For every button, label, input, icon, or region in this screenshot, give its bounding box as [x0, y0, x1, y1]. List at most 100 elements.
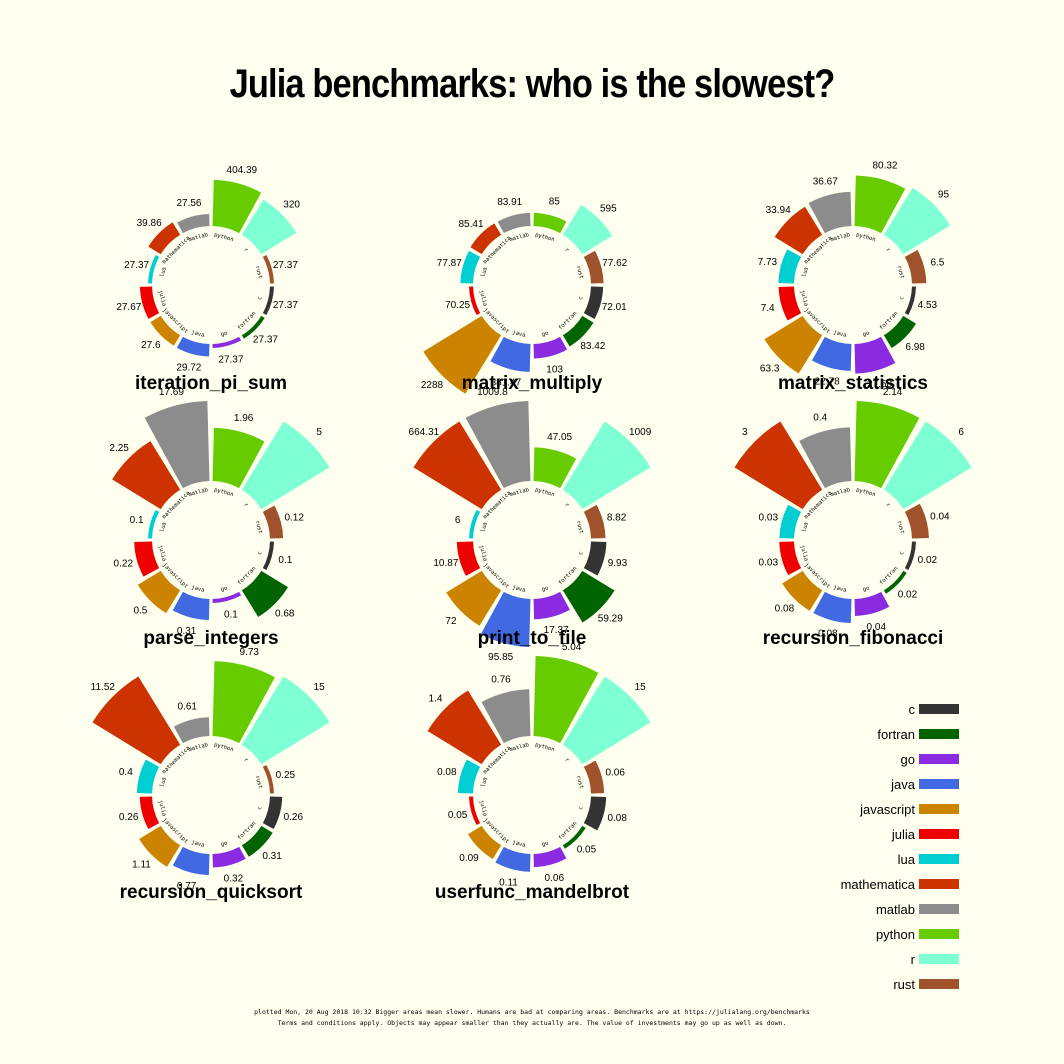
legend-label-fortran: fortran	[877, 727, 915, 742]
value-label-julia: 0.26	[119, 812, 139, 823]
ring-label-python: python	[213, 487, 234, 498]
bar-matrix_statistics-javascript	[764, 315, 823, 374]
bar-print_to_file-mathematica	[413, 421, 502, 510]
ring-label-lua: lua	[480, 267, 488, 278]
value-label-matlab: 83.91	[497, 197, 522, 208]
bar-recursion_fibonacci-javascript	[782, 570, 823, 611]
ring-label-python: python	[855, 232, 876, 243]
bar-recursion_fibonacci-fortran	[883, 570, 907, 594]
value-label-c: 27.37	[273, 300, 298, 311]
legend-swatch-mathematica	[919, 879, 959, 889]
value-label-lua: 6	[455, 515, 461, 526]
value-label-lua: 7.73	[758, 257, 778, 268]
ring-label-java: java	[512, 585, 526, 594]
value-label-python: 2.14	[883, 387, 903, 398]
legend-swatch-julia	[919, 829, 959, 839]
ring-label-matlab: matlab	[188, 742, 209, 753]
footnote-line-2: Terms and conditions apply. Objects may …	[277, 1019, 787, 1027]
legend-swatch-c	[919, 704, 959, 714]
value-label-c: 0.1	[278, 555, 292, 566]
ring-label-python: python	[534, 232, 555, 243]
value-label-fortran: 6.98	[905, 342, 925, 353]
bar-parse_integers-matlab	[144, 401, 210, 489]
value-label-go: 0.1	[224, 609, 238, 620]
ring-label-go: go	[541, 841, 549, 849]
bar-matrix_multiply-julia	[469, 286, 481, 316]
legend-label-julia: julia	[891, 827, 916, 842]
ring-label-python: python	[534, 487, 555, 498]
bar-matrix_statistics-r	[883, 187, 951, 255]
value-label-r: 1009	[629, 427, 652, 438]
value-label-lua: 0.08	[437, 767, 457, 778]
ring-label-c: c	[578, 296, 585, 301]
chart-title: userfunc_mandelbrot	[435, 882, 630, 903]
ring-label-r: r	[884, 502, 891, 509]
legend-swatch-lua	[919, 854, 959, 864]
legend-label-c: c	[909, 702, 916, 717]
ring-label-lua: lua	[480, 777, 488, 788]
value-label-julia: 7.4	[761, 303, 775, 314]
ring-label-java: java	[833, 585, 847, 594]
ring-label-matlab: matlab	[509, 232, 530, 243]
ring-label-go: go	[220, 841, 228, 849]
value-label-matlab: 0.61	[178, 701, 198, 712]
bar-iteration_pi_sum-lua	[148, 254, 160, 284]
chart-title: matrix_multiply	[462, 373, 603, 394]
bar-iteration_pi_sum-c	[262, 286, 274, 316]
bar-userfunc_mandelbrot-go	[533, 846, 567, 868]
value-label-javascript: 0.08	[775, 604, 795, 615]
bar-matrix_multiply-javascript	[423, 315, 502, 394]
value-label-matlab: 0.76	[491, 674, 511, 685]
ring-label-r: r	[242, 502, 249, 509]
value-label-c: 4.53	[918, 300, 938, 311]
value-label-python: 47.05	[547, 432, 572, 443]
value-label-r: 6	[958, 427, 964, 438]
bar-print_to_file-matlab	[465, 401, 531, 489]
bar-recursion_quicksort-rust	[262, 764, 274, 794]
value-label-python: 5.04	[562, 642, 582, 653]
ring-label-lua: lua	[159, 522, 167, 533]
ring-label-rust: rust	[575, 775, 584, 789]
ring-label-r: r	[242, 757, 249, 764]
value-label-mathematica: 2.25	[109, 443, 129, 454]
ring-label-julia: julia	[478, 289, 488, 307]
value-label-julia: 0.22	[114, 559, 134, 570]
value-label-julia: 10.87	[433, 558, 458, 569]
value-label-go: 0.04	[867, 622, 887, 633]
bar-iteration_pi_sum-python	[212, 179, 262, 234]
legend-swatch-r	[919, 954, 959, 964]
bar-matrix_multiply-fortran	[562, 315, 594, 347]
value-label-java: 0.08	[818, 629, 838, 640]
value-label-javascript: 63.3	[760, 363, 780, 374]
legend-label-go: go	[901, 752, 915, 767]
chart-title: iteration_pi_sum	[135, 373, 287, 394]
bar-userfunc_mandelbrot-julia	[469, 796, 481, 826]
legend-label-mathematica: mathematica	[841, 877, 916, 892]
legend-label-javascript: javascript	[859, 802, 915, 817]
ring-label-python: python	[213, 232, 234, 243]
legend-swatch-fortran	[919, 729, 959, 739]
value-label-matlab: 0.4	[813, 413, 827, 424]
ring-label-go: go	[862, 586, 870, 594]
value-label-lua: 27.37	[124, 260, 149, 271]
bar-recursion_quicksort-fortran	[241, 825, 273, 857]
ring-label-python: python	[534, 742, 555, 753]
value-label-javascript: 1.11	[132, 859, 151, 870]
bar-matrix_multiply-r	[562, 204, 613, 255]
ring-label-r: r	[563, 757, 570, 764]
value-label-c: 72.01	[602, 302, 627, 313]
bar-parse_integers-fortran	[241, 570, 288, 617]
chart-title: print_to_file	[478, 628, 587, 649]
bar-matrix_statistics-python	[854, 175, 906, 234]
value-label-rust: 0.12	[284, 513, 304, 524]
ring-label-go: go	[220, 331, 228, 339]
bar-matrix_multiply-c	[583, 286, 604, 319]
value-label-rust: 77.62	[602, 258, 627, 269]
value-label-java: 0.11	[499, 878, 518, 889]
ring-label-matlab: matlab	[188, 487, 209, 498]
value-label-python: 404.39	[227, 165, 258, 176]
value-label-mathematica: 11.52	[91, 682, 116, 693]
value-label-go: 0.06	[545, 873, 565, 884]
value-label-r: 320	[283, 199, 300, 210]
ring-label-go: go	[220, 586, 228, 594]
